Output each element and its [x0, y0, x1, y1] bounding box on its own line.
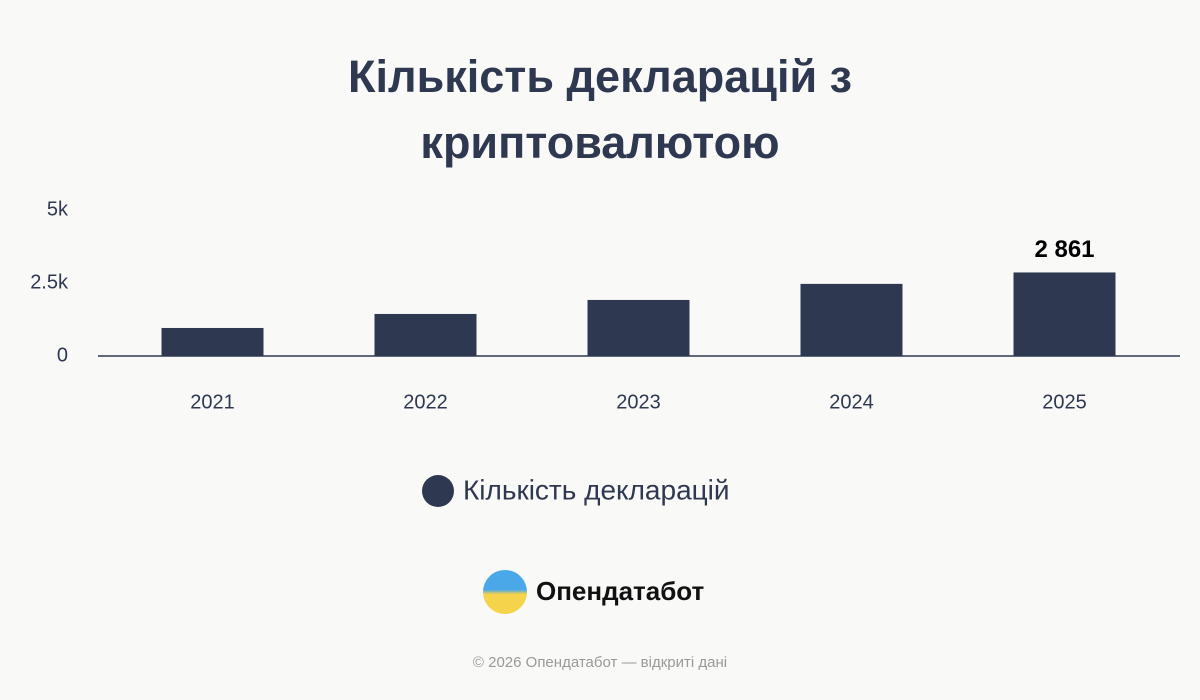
- y-tick-label: 5k: [47, 198, 69, 220]
- logo-icon: [483, 570, 527, 614]
- bar: [587, 299, 690, 356]
- y-tick-label: 2.5k: [30, 271, 69, 293]
- bar: [1013, 272, 1116, 356]
- bar: [374, 313, 477, 356]
- bar: [800, 283, 903, 356]
- logo-text: Опендатабот: [536, 576, 705, 606]
- bar: [161, 327, 264, 356]
- x-tick-label: 2025: [1042, 391, 1087, 413]
- y-tick-label: 0: [57, 344, 68, 366]
- legend-label: Кількість декларацій: [463, 474, 730, 505]
- x-tick-label: 2022: [403, 391, 448, 413]
- x-tick-label: 2023: [616, 391, 661, 413]
- data-label: 2 861: [1034, 236, 1094, 263]
- chart-title: Кількість декларацій з криптовалютою: [348, 51, 852, 168]
- legend-marker: [422, 475, 454, 507]
- x-tick-label: 2024: [829, 391, 874, 413]
- x-tick-label: 2021: [190, 391, 235, 413]
- footer: © 2026 Опендатабот — відкриті дані: [473, 654, 727, 671]
